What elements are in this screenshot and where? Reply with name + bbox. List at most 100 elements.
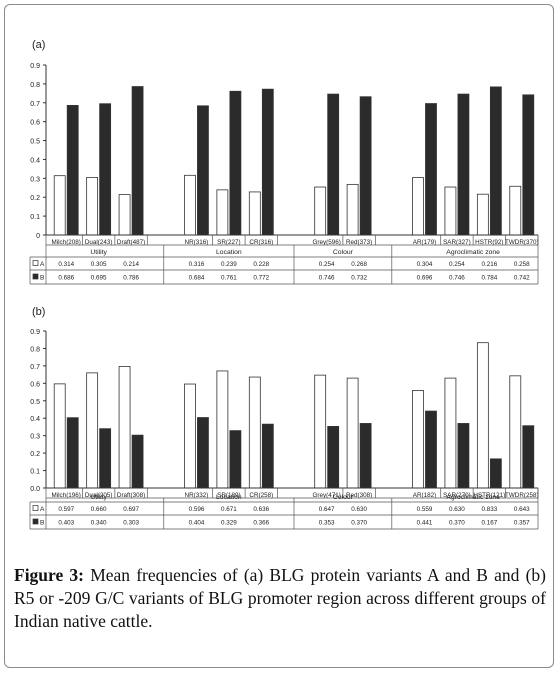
figure-frame [4, 4, 554, 668]
category-label: AR(182) [413, 492, 436, 499]
bar-b-3 [197, 417, 209, 489]
category-label: Milch(208) [52, 239, 81, 246]
bar-b-10 [489, 458, 502, 489]
bar-b-4 [229, 430, 242, 489]
data-label: 0.647 [319, 506, 335, 513]
bar-a-5 [248, 376, 261, 489]
legend-label: B [40, 520, 44, 527]
y-tick-label: 0.7 [30, 364, 40, 371]
bar-b-11 [522, 94, 535, 236]
group-label: Utility [90, 249, 107, 256]
y-tick-label: 0.2 [30, 451, 40, 458]
bar-b-5 [261, 88, 274, 236]
data-label: 0.216 [481, 261, 497, 268]
data-label: 0.697 [123, 506, 139, 513]
data-label: 0.660 [91, 506, 107, 513]
category-label: CR(258) [249, 492, 273, 499]
data-label: 0.742 [514, 275, 530, 282]
y-tick-label: 0.5 [30, 139, 40, 146]
panel-label: (b) [32, 306, 45, 318]
group-label: Agroclimatic zone [446, 249, 500, 256]
category-label: Red(373) [346, 239, 372, 246]
data-label: 0.630 [351, 506, 367, 513]
data-label: 0.732 [351, 275, 367, 282]
bar-b-7 [359, 423, 372, 489]
data-label: 0.772 [253, 275, 269, 282]
data-label: 0.353 [319, 520, 335, 527]
data-label: 0.636 [253, 506, 269, 513]
caption-text: Mean frequencies of (a) BLG protein vari… [14, 565, 546, 631]
bar-a-11 [509, 185, 522, 236]
bar-a-10 [476, 342, 489, 489]
bar-a-9 [444, 377, 457, 489]
bar-b-8 [425, 410, 437, 489]
bar-a-4 [216, 370, 229, 489]
y-tick-label: 0.3 [30, 434, 40, 441]
data-label: 0.228 [253, 261, 269, 268]
category-label: CR(316) [249, 239, 273, 246]
data-label: 0.761 [221, 275, 237, 282]
legend-swatch-a [32, 505, 39, 511]
y-tick-label: 0.4 [30, 157, 40, 164]
data-label: 0.268 [351, 261, 367, 268]
category-label: Draft(487) [117, 239, 145, 246]
bar-a-9 [444, 186, 457, 236]
data-label: 0.630 [449, 506, 465, 513]
legend-label: A [40, 506, 45, 513]
y-tick-label: 0.8 [30, 82, 40, 89]
category-label: Grey(471) [313, 492, 341, 499]
bar-a-8 [412, 177, 424, 236]
bar-a-7 [346, 377, 359, 489]
category-label: SR(189) [217, 492, 240, 499]
y-tick-label: 0.9 [30, 63, 40, 70]
legend-label: B [40, 275, 44, 282]
bar-b-11 [522, 425, 535, 489]
bar-a-6 [314, 374, 327, 489]
category-label: Milch(196) [52, 492, 81, 499]
y-tick-label: 0.6 [30, 120, 40, 127]
data-label: 0.746 [319, 275, 335, 282]
bar-b-6 [327, 93, 340, 236]
bar-b-0 [66, 417, 79, 489]
group-label: Location [216, 494, 242, 501]
panel-label: (a) [32, 39, 45, 51]
data-label: 0.684 [189, 275, 205, 282]
bar-b-10 [489, 86, 502, 236]
data-label: 0.239 [221, 261, 237, 268]
y-tick-label: 0.4 [30, 416, 40, 423]
y-tick-label: 0.8 [30, 346, 40, 353]
y-tick-label: 0.5 [30, 399, 40, 406]
group-label: Utility [90, 494, 107, 501]
y-tick-label: 0.1 [30, 214, 40, 221]
bar-b-7 [359, 96, 372, 236]
bar-b-2 [131, 86, 144, 236]
data-label: 0.357 [514, 520, 530, 527]
y-tick-label: 0.0 [30, 486, 40, 493]
category-label: SAR(270) [443, 492, 471, 499]
data-label: 0.786 [123, 275, 139, 282]
data-label: 0.370 [449, 520, 465, 527]
bar-a-0 [53, 383, 66, 489]
y-tick-label: 0.6 [30, 381, 40, 388]
caption-label: Figure 3: [14, 565, 85, 585]
category-label: HSTR(92) [475, 239, 503, 246]
bar-b-5 [261, 423, 274, 489]
data-label: 0.596 [189, 506, 205, 513]
data-label: 0.696 [417, 275, 433, 282]
legend-swatch-b [32, 273, 39, 280]
data-label: 0.303 [123, 520, 139, 527]
category-label: NR(316) [185, 239, 209, 246]
y-tick-label: 0 [36, 233, 40, 240]
data-label: 0.167 [481, 520, 497, 527]
data-label: 0.304 [417, 261, 433, 268]
bar-a-3 [184, 383, 196, 489]
category-label: SAR(327) [443, 239, 471, 246]
bar-a-7 [346, 183, 359, 236]
legend-swatch-b [32, 518, 39, 525]
category-label: Grey(596) [313, 239, 341, 246]
data-label: 0.258 [514, 261, 530, 268]
bar-b-2 [131, 434, 144, 489]
bar-b-1 [99, 103, 112, 236]
data-label: 0.597 [58, 506, 74, 513]
bar-b-1 [99, 428, 112, 489]
